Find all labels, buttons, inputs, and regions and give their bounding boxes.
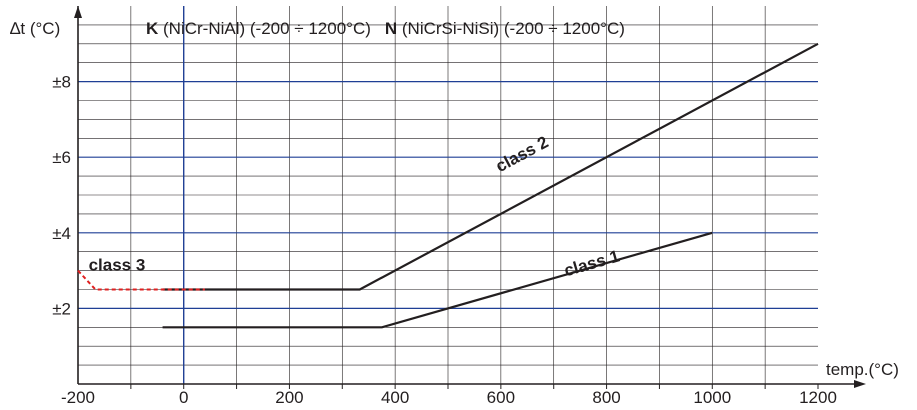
- x-tick-label: 0: [179, 388, 188, 407]
- chart-title: K (NiCr-NiAl) (-200 ÷ 1200°C) N (NiCrSi-N…: [146, 19, 625, 38]
- x-axis-arrow: [854, 380, 866, 388]
- x-tick-label: 200: [275, 388, 303, 407]
- series-label-class-3: class 3: [89, 256, 146, 275]
- y-tick-label: ±4: [52, 224, 71, 243]
- series-class-1: [162, 231, 713, 329]
- series-label-class-2: class 2: [493, 132, 552, 176]
- y-tick-label: ±2: [52, 299, 71, 318]
- series: [77, 42, 819, 329]
- x-tick-label: 1000: [693, 388, 731, 407]
- y-axis-label: ∆t (°C): [10, 19, 60, 38]
- series-class-2: [162, 42, 819, 291]
- x-tick-label: 800: [592, 388, 620, 407]
- x-tick-label: 400: [381, 388, 409, 407]
- y-axis-arrow: [74, 6, 82, 18]
- labels: ∆t (°C) temp.(°C) K (NiCr-NiAl) (-200 ÷ …: [10, 19, 899, 407]
- x-tick-label: 1200: [799, 388, 837, 407]
- series-class-3: [77, 269, 205, 291]
- x-tick-label: 600: [487, 388, 515, 407]
- title-k-symbol: K: [146, 19, 159, 38]
- grid: [78, 6, 818, 384]
- x-tick-label: -200: [61, 388, 95, 407]
- y-tick-label: ±8: [52, 73, 71, 92]
- axes: [74, 6, 866, 389]
- y-tick-label: ±6: [52, 148, 71, 167]
- title-n-text: (NiCrSi-NiSi) (-200 ÷ 1200°C): [397, 19, 625, 38]
- x-axis-label: temp.(°C): [826, 360, 899, 379]
- title-n-symbol: N: [385, 19, 397, 38]
- title-k-text: (NiCr-NiAl) (-200 ÷ 1200°C): [158, 19, 371, 38]
